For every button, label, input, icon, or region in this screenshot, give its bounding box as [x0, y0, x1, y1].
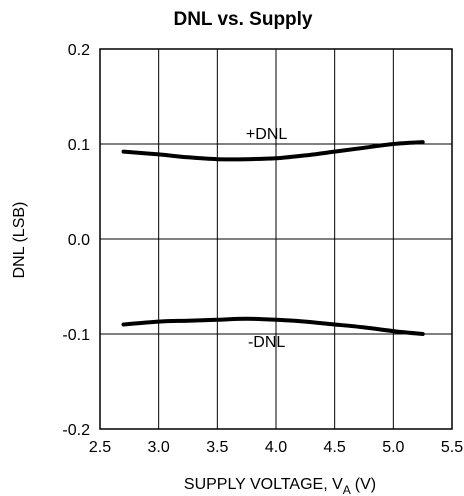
y-tick-label: 0.0 [68, 232, 90, 249]
x-tick-label: 3.5 [206, 439, 228, 456]
x-axis-label-subscript: A [343, 483, 351, 496]
x-tick-labels: 2.5 3.0 3.5 4.0 4.5 5.0 5.5 [89, 439, 463, 456]
y-tick-label: -0.1 [62, 327, 90, 344]
x-tick-label: 2.5 [89, 439, 111, 456]
x-tick-label: 5.0 [382, 439, 404, 456]
series-label-minus-dnl: -DNL [248, 334, 285, 351]
y-tick-label: 0.2 [68, 42, 90, 59]
plot-frame [99, 48, 453, 430]
series-line-minus-dnl [121, 316, 425, 336]
x-tick-label: 5.5 [441, 439, 463, 456]
y-tick-label: -0.2 [62, 422, 90, 439]
x-axis-label-main: SUPPLY VOLTAGE, V [184, 476, 343, 493]
series-layer [121, 140, 425, 336]
x-axis-label: SUPPLY VOLTAGE, VA (V) [184, 476, 376, 496]
grid [100, 49, 452, 429]
x-axis-label-unit: (V) [355, 476, 376, 493]
y-tick-labels: 0.2 0.1 0.0 -0.1 -0.2 [62, 42, 90, 439]
y-tick-label: 0.1 [68, 137, 90, 154]
y-axis-label: DNL (LSB) [11, 202, 28, 279]
series-line-plus-dnl [121, 140, 425, 162]
series-label-plus-dnl: +DNL [246, 126, 287, 143]
x-tick-label: 4.5 [324, 439, 346, 456]
chart-title: DNL vs. Supply [173, 9, 312, 30]
x-tick-label: 4.0 [265, 439, 287, 456]
x-tick-label: 3.0 [148, 439, 170, 456]
